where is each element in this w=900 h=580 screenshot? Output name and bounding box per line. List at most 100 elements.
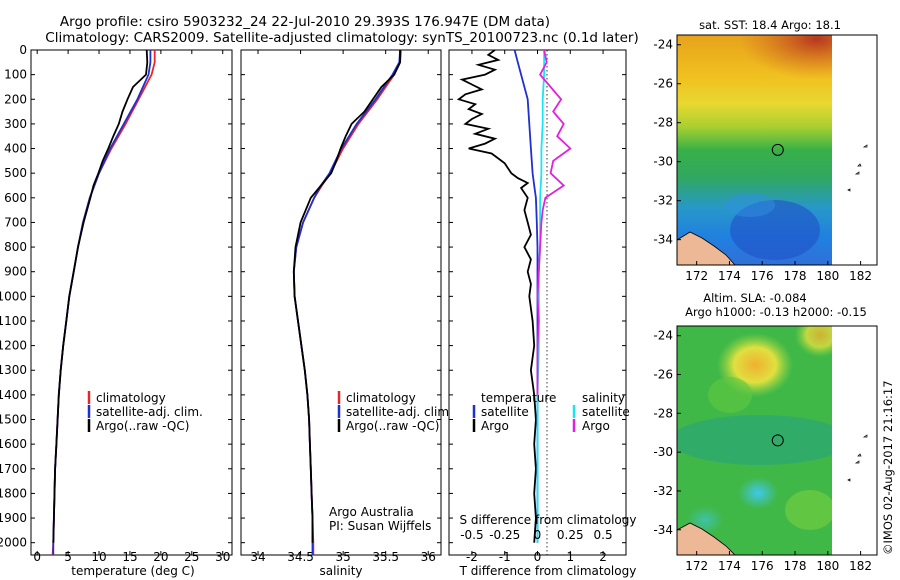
map-y-tick-label: -30: [653, 155, 673, 169]
s-tick-label: -0.25: [489, 528, 520, 542]
sst-map-title: sat. SST: 18.4 Argo: 18.1: [699, 18, 841, 32]
y-tick-label: 900: [4, 265, 27, 279]
credit-line1: Argo Australia: [329, 505, 414, 519]
s-tick-label: 0: [534, 528, 542, 542]
sst-map-panel: sat. SST: 18.4 Argo: 18.1 172 174 176 178 18…: [653, 18, 878, 283]
x-tick-label: 34: [250, 550, 265, 564]
y-tick-label: 1300: [0, 363, 27, 377]
sla-low-anomaly: [738, 477, 778, 509]
temperature-y-axis: 0 100 200 300 400 500 600 700 800 900 1000 1100 1200…: [0, 43, 232, 550]
map-y-tick-label: -32: [653, 194, 673, 208]
imos-watermark: ©IMOS 02-Aug-2017 21:16:17: [881, 380, 895, 555]
difference-y-ticks: [449, 49, 626, 544]
map-x-tick-label: 178: [784, 269, 807, 283]
header-title-line1: Argo profile: csiro 5903232_24 22-Jul-20…: [60, 14, 550, 30]
x-tick-label: 1: [566, 550, 574, 564]
temperature-legend: climatology satellite-adj. clim. Argo(..…: [87, 391, 203, 433]
map-x-tick-label: 172: [685, 269, 708, 283]
legend-label-s-satellite: satellite: [582, 405, 630, 419]
map-x-tick-label: 176: [751, 559, 774, 573]
map-y-tick-label: -26: [653, 77, 673, 91]
new-zealand-coast: [677, 231, 736, 265]
x-tick-label: 10: [91, 550, 106, 564]
y-tick-label: 800: [4, 240, 27, 254]
x-tick-label: 0: [33, 550, 41, 564]
sla-low-band: [677, 415, 850, 465]
x-tick-label: 15: [122, 550, 137, 564]
y-tick-label: 1400: [0, 388, 27, 402]
legend-label-argo: Argo(..raw -QC): [96, 419, 189, 433]
legend-label-satellite: satellite-adj. clim.: [346, 405, 453, 419]
s-tick-label: 0.25: [557, 528, 584, 542]
salinity-x-axis: 34 34.5 35 35.5 36: [250, 50, 436, 564]
s-diff-axis-title: S difference from climatology: [460, 513, 637, 527]
x-tick-label: 0: [534, 550, 542, 564]
salinity-panel: 34 34.5 35 35.5 36 climatology satellite-adj…: [240, 49, 453, 578]
series-line-argo---raw--qc-: [292, 50, 402, 543]
map-y-tick-label: -28: [653, 116, 673, 130]
map-x-tick-label: 176: [751, 269, 774, 283]
map-y-tick-label: -26: [653, 368, 673, 382]
x-tick-label: 35.5: [372, 550, 399, 564]
sst-map-frame: [676, 34, 878, 266]
series-line-argo---raw--qc-: [52, 50, 149, 543]
x-tick-label: -1: [499, 550, 511, 564]
s-diff-tick-labels: -0.5 -0.25 0 0.25 0.5: [460, 528, 612, 542]
map-y-tick-label: -34: [653, 523, 673, 537]
salinity-x-label: salinity: [319, 564, 362, 578]
sla-no-data-area: [832, 326, 877, 555]
legend-label-climatology: climatology: [96, 391, 166, 405]
legend-label-s-argo: Argo: [582, 419, 610, 433]
legend-label-satellite: satellite-adj. clim.: [96, 405, 203, 419]
profile-location-marker: [771, 143, 784, 156]
map-x-tick-label: 178: [784, 559, 807, 573]
salinity-y-ticks: [241, 49, 441, 544]
map-x-tick-label: 172: [685, 559, 708, 573]
sst-map-axes: 172 174 176 178 180 182 -24 -26 -28 -30 -32 -34: [653, 38, 872, 283]
sla-map-title-line2: Argo h1000: -0.13 h2000: -0.15: [685, 305, 867, 319]
map-x-tick-label: 180: [816, 559, 839, 573]
temperature-axes-box: [30, 49, 233, 556]
x-tick-label: -2: [466, 550, 478, 564]
x-tick-label: 20: [153, 550, 168, 564]
map-x-tick-label: 174: [718, 269, 741, 283]
temperature-panel: 0100200300400500600700800900100011001200…: [0, 43, 233, 578]
x-tick-label: 34.5: [287, 550, 314, 564]
x-tick-label: 36: [421, 550, 436, 564]
x-tick-label: 35: [335, 550, 350, 564]
credit-line2: PI: Susan Wijffels: [329, 519, 431, 533]
kermadec-islands: [847, 144, 868, 192]
x-tick-label: 2: [599, 550, 607, 564]
y-tick-label: 0: [19, 43, 27, 57]
y-tick-label: 2000: [0, 536, 27, 550]
kermadec-islands: [847, 434, 868, 482]
y-tick-label: 700: [4, 215, 27, 229]
sla-map-title-line1: Altim. SLA: -0.084: [703, 291, 807, 305]
header-title-line2: Climatology: CARS2009. Satellite-adjuste…: [45, 30, 638, 46]
t-diff-x-label: T difference from climatology: [459, 564, 637, 578]
legend-title-temperature: temperature: [481, 391, 556, 405]
salinity-axes-box: [240, 49, 442, 556]
sla-green-ring: [708, 377, 752, 413]
legend-label-t-satellite: satellite: [481, 405, 529, 419]
new-zealand-coast: [677, 522, 736, 555]
map-x-tick-label: 174: [718, 559, 741, 573]
map-y-tick-label: -34: [653, 233, 673, 247]
salinity-legend: climatology satellite-adj. clim. Argo(..…: [337, 391, 453, 433]
sla-green-patch: [785, 490, 835, 530]
map-y-tick-label: -30: [653, 445, 673, 459]
y-tick-label: 1000: [0, 289, 27, 303]
y-tick-label: 1800: [0, 486, 27, 500]
s-tick-label: -0.5: [460, 528, 483, 542]
map-x-tick-label: 180: [816, 269, 839, 283]
map-x-tick-label: 182: [849, 269, 872, 283]
s-tick-label: 0.5: [594, 528, 613, 542]
map-y-tick-label: -28: [653, 406, 673, 420]
y-tick-label: 300: [4, 117, 27, 131]
difference-x-axis: -2 -1 0 1 2: [466, 50, 607, 564]
y-tick-label: 500: [4, 166, 27, 180]
series-line-t-argo: [456, 50, 537, 543]
map-y-tick-label: -32: [653, 484, 673, 498]
y-tick-label: 400: [4, 142, 27, 156]
